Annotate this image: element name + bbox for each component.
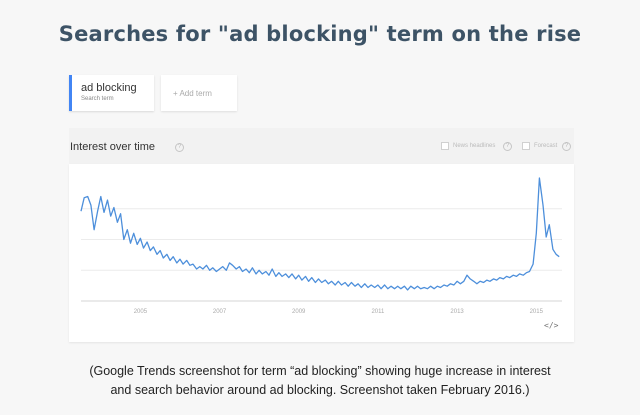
forecast-checkbox[interactable] <box>522 142 530 150</box>
x-tick-label-2007: 2007 <box>213 309 227 315</box>
search-term-sublabel: Search term <box>81 96 114 102</box>
interest-panel-header: Interest over time ? News headlines ? Fo… <box>69 128 574 164</box>
x-tick-label-2009: 2009 <box>292 309 306 315</box>
x-tick-label-2011: 2011 <box>371 309 385 315</box>
forecast-label: Forecast <box>534 143 558 149</box>
series-line <box>80 177 560 291</box>
x-tick-label-2013: 2013 <box>450 309 464 315</box>
x-tick-label-2015: 2015 <box>530 309 544 315</box>
news-headlines-checkbox[interactable] <box>441 142 449 150</box>
headline: Searches for "ad blocking" term on the r… <box>58 22 582 46</box>
x-tick-label-2005: 2005 <box>134 309 148 315</box>
caption: (Google Trends screenshot for term “ad b… <box>89 364 551 397</box>
panel-title: Interest over time <box>70 141 155 153</box>
news-headlines-label: News headlines <box>453 143 496 149</box>
help-icon[interactable]: ? <box>175 143 184 152</box>
add-term-label: + Add term <box>173 89 212 98</box>
search-term-name: ad blocking <box>81 82 137 94</box>
embed-code-icon[interactable]: </> <box>544 321 559 330</box>
interest-chart-svg: 2005 2007 2009 2011 2013 2015 <box>80 177 562 315</box>
add-term-button[interactable]: + Add term <box>161 75 237 111</box>
news-help-icon[interactable]: ? <box>503 142 512 151</box>
search-term-card[interactable]: ad blocking Search term <box>69 75 154 111</box>
forecast-help-icon[interactable]: ? <box>562 142 571 151</box>
interest-chart: 2005 2007 2009 2011 2013 2015 </> <box>69 164 574 342</box>
